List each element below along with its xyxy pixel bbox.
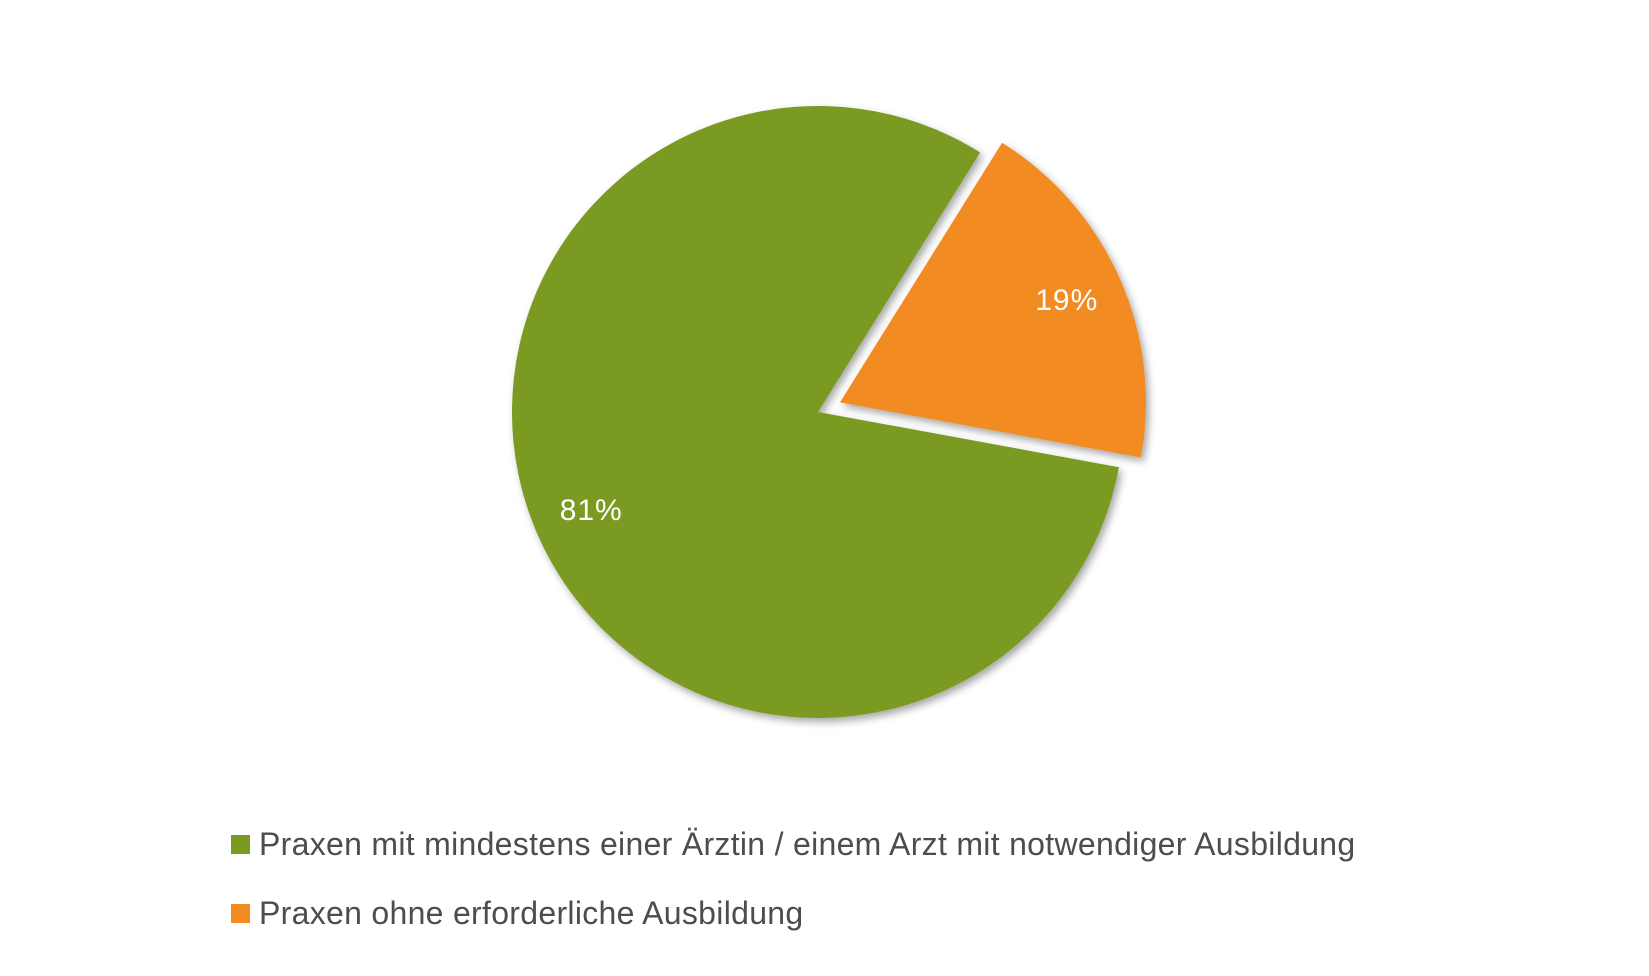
legend-label-orange: Praxen ohne erforderliche Ausbildung — [259, 894, 804, 931]
legend-item: Praxen mit mindestens einer Ärztin / ein… — [231, 826, 1356, 862]
legend-swatch-orange — [231, 903, 250, 923]
legend-item: Praxen ohne erforderliche Ausbildung — [231, 895, 1356, 931]
slice-label-green: 81% — [560, 494, 623, 527]
legend-label-green: Praxen mit mindestens einer Ärztin / ein… — [259, 825, 1356, 862]
legend-swatch-green — [231, 834, 250, 854]
pie-slice-orange — [839, 142, 1146, 458]
slice-label-orange: 19% — [1035, 284, 1098, 317]
legend: Praxen mit mindestens einer Ärztin / ein… — [231, 826, 1356, 964]
pie-slice-green — [512, 105, 1119, 718]
